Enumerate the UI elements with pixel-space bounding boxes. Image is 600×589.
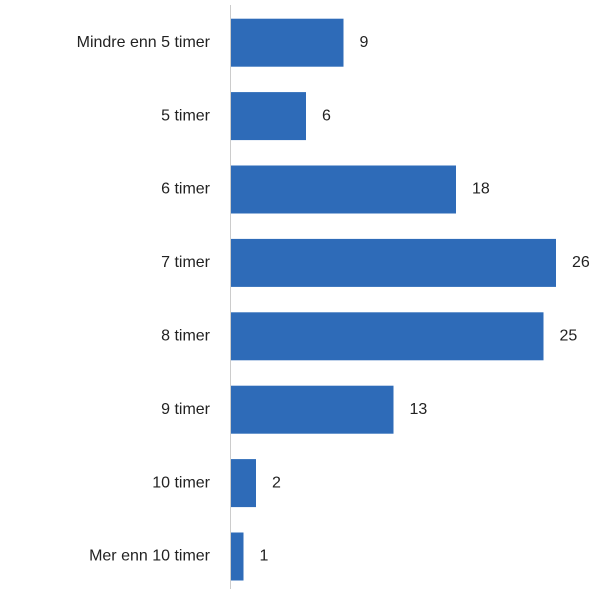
- category-label: 7 timer: [161, 254, 211, 271]
- category-label: 9 timer: [161, 401, 211, 418]
- bar: [231, 165, 456, 214]
- category-label: 5 timer: [161, 107, 211, 124]
- value-label: 2: [272, 474, 281, 491]
- bar: [231, 385, 394, 434]
- value-label: 26: [572, 254, 590, 271]
- category-label: 10 timer: [152, 474, 210, 491]
- value-label: 6: [322, 107, 331, 124]
- category-label: 8 timer: [161, 328, 211, 345]
- bar: [231, 18, 344, 67]
- value-label: 13: [410, 401, 428, 418]
- value-label: 25: [560, 328, 578, 345]
- value-label: 1: [260, 548, 269, 565]
- value-label: 18: [472, 181, 490, 198]
- bar: [231, 92, 306, 141]
- value-label: 9: [360, 34, 369, 51]
- bar: [231, 238, 556, 287]
- bar: [231, 532, 244, 581]
- bar: [231, 312, 544, 361]
- category-label: 6 timer: [161, 181, 211, 198]
- category-label: Mindre enn 5 timer: [77, 34, 211, 51]
- category-label: Mer enn 10 timer: [89, 548, 211, 565]
- bar: [231, 459, 256, 508]
